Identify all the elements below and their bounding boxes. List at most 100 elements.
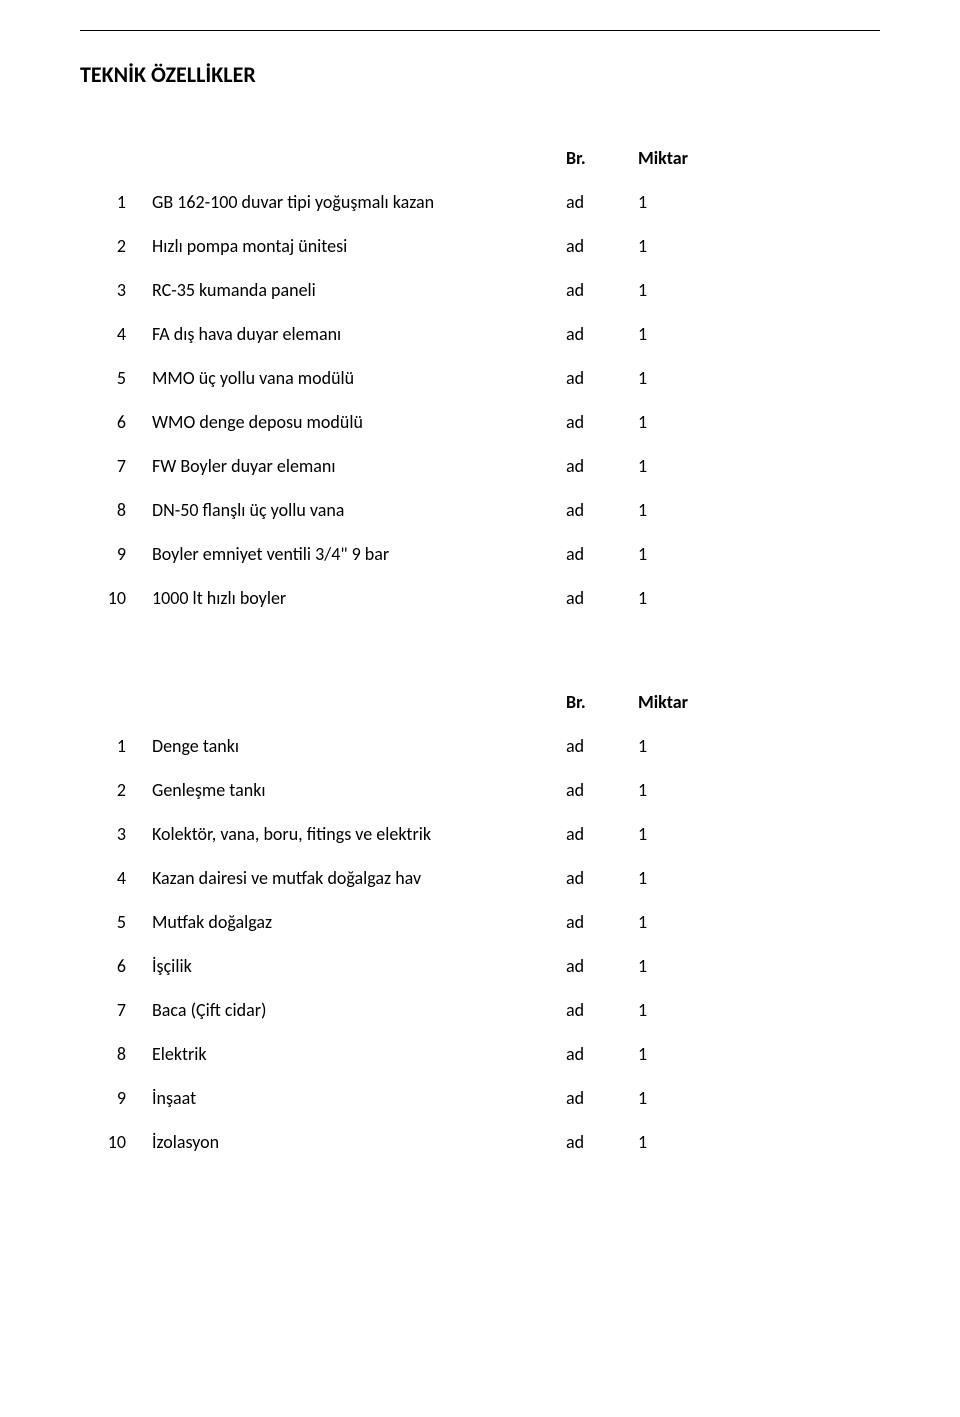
table-row: 4FA dış hava duyar elemanıad1 [80,312,704,356]
row-desc: Hızlı pompa montaj ünitesi [146,224,560,268]
row-desc: MMO üç yollu vana modülü [146,356,560,400]
row-qty: 1 [632,268,704,312]
table-row: 1GB 162-100 duvar tipi yoğuşmalı kazanad… [80,180,704,224]
table-row: 6İşçilikad1 [80,944,704,988]
row-num: 10 [80,1120,146,1164]
header-qty: Miktar [632,136,704,180]
row-qty: 1 [632,532,704,576]
row-desc: Kazan dairesi ve mutfak doğalgaz hav [146,856,560,900]
row-num: 6 [80,400,146,444]
row-num: 7 [80,988,146,1032]
row-br: ad [560,900,632,944]
row-desc: İzolasyon [146,1120,560,1164]
table-row: 8Elektrikad1 [80,1032,704,1076]
row-desc: Mutfak doğalgaz [146,900,560,944]
row-br: ad [560,400,632,444]
row-br: ad [560,576,632,620]
row-qty: 1 [632,400,704,444]
table-row: 9Boyler emniyet ventili 3/4" 9 barad1 [80,532,704,576]
table-row: 5Mutfak doğalgazad1 [80,900,704,944]
row-qty: 1 [632,900,704,944]
table-row: 7FW Boyler duyar elemanıad1 [80,444,704,488]
table-row: 5MMO üç yollu vana modülüad1 [80,356,704,400]
row-desc: Genleşme tankı [146,768,560,812]
row-num: 9 [80,532,146,576]
row-br: ad [560,532,632,576]
row-num: 10 [80,576,146,620]
header-blank-desc [146,680,560,724]
table-row: 2Hızlı pompa montaj ünitesiad1 [80,224,704,268]
row-br: ad [560,1120,632,1164]
row-num: 8 [80,1032,146,1076]
row-br: ad [560,856,632,900]
row-qty: 1 [632,356,704,400]
row-desc: GB 162-100 duvar tipi yoğuşmalı kazan [146,180,560,224]
row-desc: Denge tankı [146,724,560,768]
table-row: 10İzolasyonad1 [80,1120,704,1164]
table-row: 4Kazan dairesi ve mutfak doğalgaz havad1 [80,856,704,900]
row-num: 8 [80,488,146,532]
row-br: ad [560,944,632,988]
spec-table-2: Br. Miktar 1Denge tankıad1 2Genleşme tan… [80,680,704,1164]
row-desc: İşçilik [146,944,560,988]
row-desc: Boyler emniyet ventili 3/4" 9 bar [146,532,560,576]
row-desc: FW Boyler duyar elemanı [146,444,560,488]
row-qty: 1 [632,576,704,620]
table-header-row: Br. Miktar [80,136,704,180]
row-qty: 1 [632,488,704,532]
row-br: ad [560,312,632,356]
table-row: 8DN-50 flanşlı üç yollu vanaad1 [80,488,704,532]
header-qty: Miktar [632,680,704,724]
page-title: TEKNİK ÖZELLİKLER [80,61,880,88]
row-br: ad [560,812,632,856]
row-num: 1 [80,724,146,768]
row-desc: 1000 lt hızlı boyler [146,576,560,620]
row-br: ad [560,444,632,488]
row-qty: 1 [632,1076,704,1120]
row-num: 5 [80,900,146,944]
table-gap [80,620,880,680]
row-qty: 1 [632,856,704,900]
row-qty: 1 [632,988,704,1032]
row-qty: 1 [632,944,704,988]
table-row: 7Baca (Çift cidar)ad1 [80,988,704,1032]
table-row: 3Kolektör, vana, boru, fitings ve elektr… [80,812,704,856]
row-desc: Elektrik [146,1032,560,1076]
row-desc: Kolektör, vana, boru, fitings ve elektri… [146,812,560,856]
row-num: 4 [80,856,146,900]
row-num: 2 [80,768,146,812]
row-qty: 1 [632,724,704,768]
row-br: ad [560,768,632,812]
row-desc: Baca (Çift cidar) [146,988,560,1032]
row-br: ad [560,356,632,400]
table-row: 2Genleşme tankıad1 [80,768,704,812]
row-desc: DN-50 flanşlı üç yollu vana [146,488,560,532]
table-header-row: Br. Miktar [80,680,704,724]
row-br: ad [560,988,632,1032]
table-row: 1Denge tankıad1 [80,724,704,768]
row-num: 3 [80,812,146,856]
header-blank-num [80,136,146,180]
header-br: Br. [560,136,632,180]
row-br: ad [560,1076,632,1120]
row-desc: WMO denge deposu modülü [146,400,560,444]
row-qty: 1 [632,312,704,356]
row-qty: 1 [632,224,704,268]
row-num: 7 [80,444,146,488]
header-blank-num [80,680,146,724]
row-br: ad [560,724,632,768]
row-qty: 1 [632,1120,704,1164]
row-num: 5 [80,356,146,400]
row-num: 2 [80,224,146,268]
row-br: ad [560,488,632,532]
row-num: 3 [80,268,146,312]
table-row: 9İnşaatad1 [80,1076,704,1120]
row-num: 4 [80,312,146,356]
row-qty: 1 [632,812,704,856]
row-num: 9 [80,1076,146,1120]
row-desc: RC-35 kumanda paneli [146,268,560,312]
row-desc: İnşaat [146,1076,560,1120]
row-br: ad [560,268,632,312]
row-qty: 1 [632,1032,704,1076]
row-br: ad [560,180,632,224]
